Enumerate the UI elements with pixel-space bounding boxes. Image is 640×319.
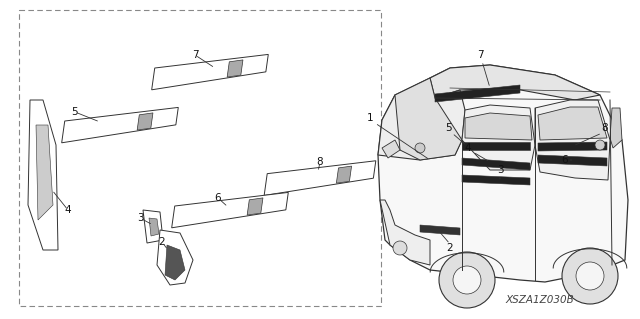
Text: 3: 3	[497, 165, 503, 175]
Text: 4: 4	[65, 205, 71, 215]
Polygon shape	[337, 166, 351, 183]
Polygon shape	[61, 108, 179, 143]
Text: 2: 2	[447, 243, 453, 253]
Polygon shape	[227, 60, 243, 77]
Polygon shape	[165, 245, 185, 280]
Polygon shape	[610, 108, 622, 148]
Polygon shape	[137, 113, 153, 130]
Text: 7: 7	[477, 50, 483, 60]
Polygon shape	[157, 230, 193, 285]
Polygon shape	[36, 125, 53, 220]
Polygon shape	[462, 175, 530, 185]
Polygon shape	[462, 142, 530, 150]
Polygon shape	[535, 100, 610, 180]
Polygon shape	[247, 198, 263, 215]
Text: 3: 3	[137, 213, 143, 223]
Circle shape	[439, 252, 495, 308]
Polygon shape	[378, 90, 465, 160]
Polygon shape	[264, 161, 376, 196]
Polygon shape	[435, 85, 520, 102]
Polygon shape	[420, 225, 460, 235]
Polygon shape	[430, 65, 600, 100]
Circle shape	[595, 140, 605, 150]
Polygon shape	[382, 140, 400, 158]
Polygon shape	[152, 55, 268, 90]
Text: 6: 6	[562, 155, 568, 165]
Polygon shape	[462, 105, 535, 170]
Text: 8: 8	[317, 157, 323, 167]
Bar	[19, 10, 381, 306]
Polygon shape	[149, 218, 159, 236]
Polygon shape	[378, 65, 628, 282]
Circle shape	[562, 248, 618, 304]
Polygon shape	[28, 100, 58, 250]
Polygon shape	[143, 210, 163, 243]
Text: 5: 5	[72, 107, 78, 117]
Polygon shape	[172, 192, 288, 228]
Polygon shape	[395, 78, 462, 160]
Polygon shape	[538, 107, 607, 140]
Text: 6: 6	[214, 193, 221, 203]
Polygon shape	[465, 113, 532, 140]
Polygon shape	[538, 155, 607, 166]
Text: 4: 4	[465, 143, 471, 153]
Polygon shape	[462, 158, 530, 170]
Text: 8: 8	[602, 123, 608, 133]
Text: 5: 5	[445, 123, 451, 133]
Polygon shape	[538, 142, 607, 151]
Polygon shape	[380, 200, 430, 265]
Circle shape	[576, 262, 604, 290]
Text: 7: 7	[192, 50, 198, 60]
Circle shape	[393, 241, 407, 255]
Text: 2: 2	[159, 237, 165, 247]
Circle shape	[415, 143, 425, 153]
Text: 1: 1	[367, 113, 373, 123]
Circle shape	[453, 266, 481, 294]
Text: XSZA1Z030B: XSZA1Z030B	[505, 295, 573, 305]
